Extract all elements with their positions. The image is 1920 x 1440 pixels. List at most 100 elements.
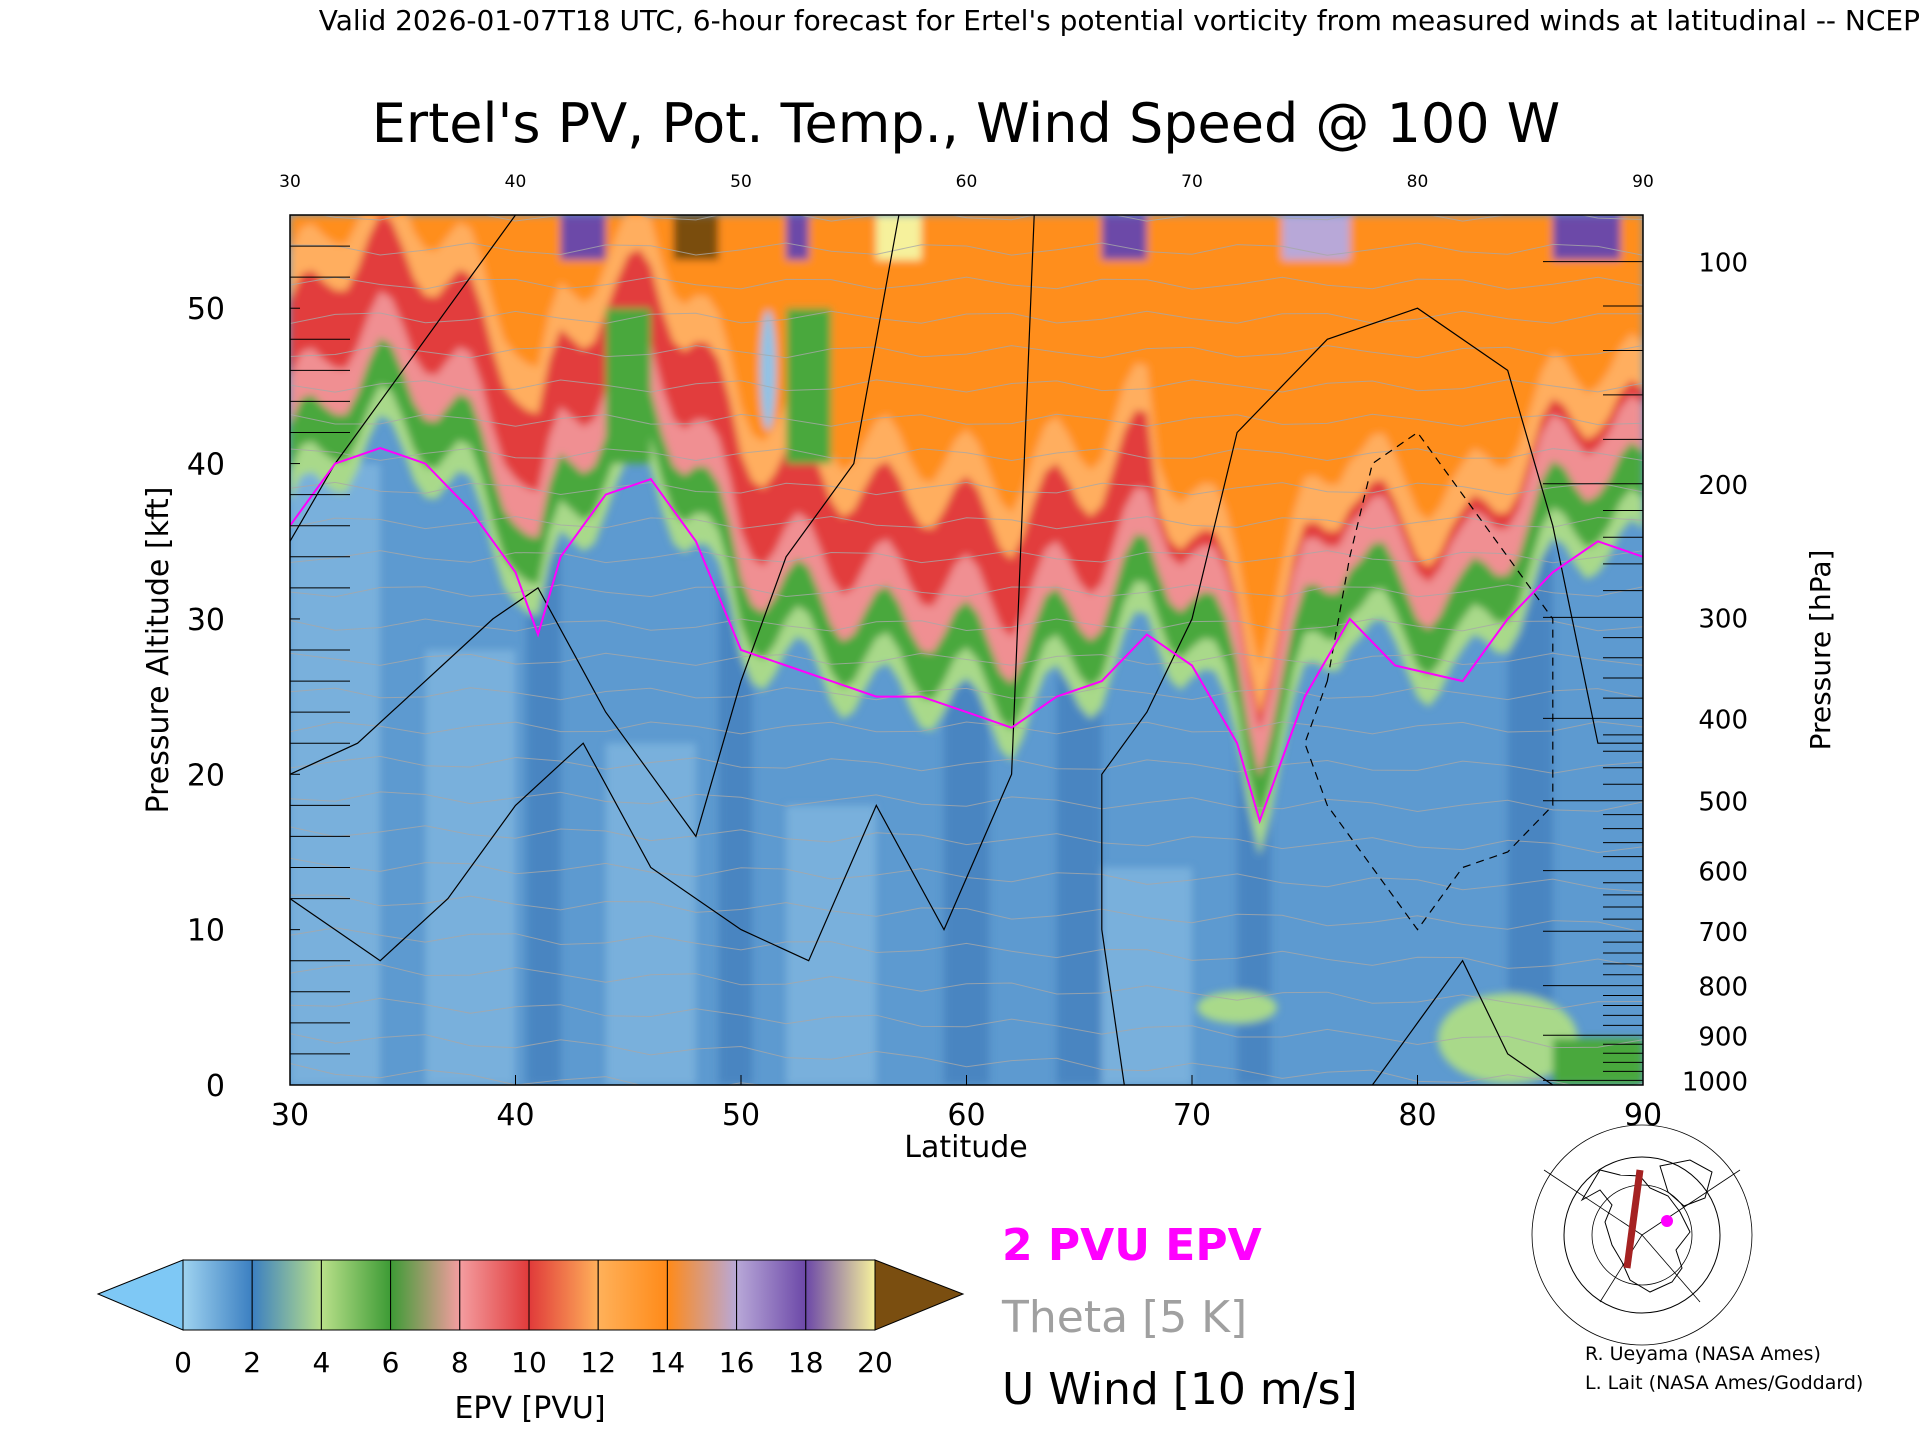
theta-isentrope bbox=[290, 721, 1643, 735]
surface-pv-patch bbox=[1197, 991, 1278, 1024]
y-tick-label: 50 bbox=[187, 292, 225, 327]
y-tick-label: 30 bbox=[187, 603, 225, 638]
pressure-tick-label: 500 bbox=[1698, 788, 1748, 818]
x-top-tick-label: 50 bbox=[730, 172, 752, 192]
colorbar-segment bbox=[251, 1259, 322, 1331]
pressure-tick-label: 200 bbox=[1698, 471, 1748, 501]
y-tick-label: 0 bbox=[206, 1069, 225, 1104]
x-tick-label: 80 bbox=[1398, 1098, 1436, 1133]
x-tick-label: 70 bbox=[1173, 1098, 1211, 1133]
x-top-tick-label: 30 bbox=[279, 172, 301, 192]
pv-low-patch bbox=[786, 805, 877, 1085]
pv-layer bbox=[290, 215, 1643, 669]
colorbar-segment bbox=[736, 1259, 807, 1331]
theta-isentrope bbox=[290, 686, 1643, 701]
colorbar-segment bbox=[182, 1259, 253, 1331]
x-tick-label: 30 bbox=[271, 1098, 309, 1133]
theta-isentrope bbox=[290, 825, 1643, 854]
colorbar-over-triangle bbox=[874, 1259, 965, 1331]
pressure-tick-label: 600 bbox=[1698, 858, 1748, 888]
theta-isentrope bbox=[290, 515, 1643, 530]
pressure-tick-label: 400 bbox=[1698, 705, 1748, 735]
colorbar-tick-label: 2 bbox=[243, 1346, 261, 1379]
colorbar-segment bbox=[459, 1259, 530, 1331]
x-top-tick-label: 40 bbox=[505, 172, 527, 192]
colorbar-tick-label: 6 bbox=[382, 1346, 400, 1379]
theta-isentrope bbox=[290, 584, 1643, 598]
pv-green-fold bbox=[786, 308, 832, 464]
colorbar-tick-label: 16 bbox=[719, 1346, 755, 1379]
theta-isentrope bbox=[290, 242, 1643, 256]
y-tick-label: 20 bbox=[187, 758, 225, 793]
pressure-tick-label: 300 bbox=[1698, 604, 1748, 634]
y-tick-label: 10 bbox=[187, 914, 225, 949]
pv-high-patch bbox=[1552, 215, 1621, 260]
x-top-tick-label: 90 bbox=[1632, 172, 1654, 192]
u-wind-contour bbox=[290, 215, 900, 838]
two-pvu-contour bbox=[290, 446, 1643, 825]
theta-isentrope bbox=[290, 927, 1643, 969]
legend-u-wind: U Wind [10 m/s] bbox=[1002, 1364, 1358, 1415]
colorbar-segment bbox=[320, 1259, 392, 1331]
colorbar-label: EPV [PVU] bbox=[454, 1391, 605, 1426]
theta-isentrope bbox=[290, 652, 1643, 666]
u-wind-contour bbox=[290, 215, 1035, 962]
colorbar-segment bbox=[390, 1259, 461, 1331]
u-wind-contour bbox=[1101, 307, 1643, 1085]
pv-low-patch bbox=[1101, 867, 1192, 1085]
y-axis-label: Pressure Altitude [kft] bbox=[141, 487, 176, 814]
theta-isentrope bbox=[290, 379, 1643, 393]
pressure-tick-label: 1000 bbox=[1682, 1067, 1748, 1097]
theta-isentrope bbox=[290, 618, 1643, 632]
pressure-tick-label: 800 bbox=[1698, 973, 1748, 1003]
pv-green-fold bbox=[605, 308, 651, 464]
pressure-tick-label: 700 bbox=[1698, 918, 1748, 948]
colorbar-under-triangle bbox=[96, 1259, 184, 1331]
theta-isentrope bbox=[319, 215, 1643, 222]
colorbar-tick-label: 14 bbox=[650, 1346, 686, 1379]
x-tick-label: 50 bbox=[722, 1098, 760, 1133]
colorbar-segment bbox=[805, 1259, 876, 1331]
colorbar-segment bbox=[528, 1259, 599, 1331]
pv-field bbox=[290, 215, 1643, 1085]
pv-low-patch bbox=[290, 463, 381, 1085]
u-wind-contour bbox=[290, 215, 516, 542]
theta-isentrope bbox=[290, 550, 1643, 564]
x-tick-label: 40 bbox=[496, 1098, 534, 1133]
pressure-tick-label: 900 bbox=[1698, 1022, 1748, 1052]
x-top-tick-label: 60 bbox=[956, 172, 978, 192]
theta-isentrope bbox=[290, 345, 1643, 359]
colorbar-tick-label: 0 bbox=[174, 1346, 192, 1379]
credit-line-2: L. Lait (NASA Ames/Goddard) bbox=[1585, 1372, 1863, 1394]
inset-locator-map bbox=[1531, 1124, 1753, 1346]
colorbar-segment bbox=[666, 1259, 738, 1331]
pressure-tick-label: 100 bbox=[1698, 249, 1748, 279]
theta-isentrope bbox=[290, 481, 1643, 496]
pv-streak bbox=[526, 541, 561, 1085]
pv-low-fold bbox=[760, 310, 777, 431]
colorbar-tick-label: 18 bbox=[788, 1346, 824, 1379]
epv-colorbar: 0 2 4 6 8 10 12 14 16 18 20 EPV [PVU] bbox=[96, 1259, 965, 1426]
x-tick-label: 60 bbox=[947, 1098, 985, 1133]
colorbar-tick-label: 4 bbox=[312, 1346, 330, 1379]
x-axis-label: Latitude bbox=[904, 1130, 1027, 1165]
chart-title: Ertel's PV, Pot. Temp., Wind Speed @ 100… bbox=[372, 92, 1560, 155]
legend-theta: Theta [5 K] bbox=[1001, 1292, 1247, 1343]
theta-isentrope bbox=[290, 276, 1643, 290]
pv-high-patch bbox=[1101, 215, 1147, 260]
y-axis-left: 0 10 20 30 40 50 bbox=[187, 245, 350, 1104]
y-axis-right-pressure: 100 200 300 400 500 600 700 800 900 1000 bbox=[1543, 249, 1748, 1097]
theta-isentrope bbox=[290, 894, 1643, 933]
theta-isentrope bbox=[290, 310, 1643, 324]
pv-high-patch bbox=[786, 215, 809, 260]
x-top-tick-label: 70 bbox=[1181, 172, 1203, 192]
x-top-tick-label: 80 bbox=[1407, 172, 1429, 192]
u-wind-contour bbox=[1371, 959, 1554, 1085]
x-axis-top: 30 40 50 60 70 80 90 bbox=[279, 172, 1654, 192]
colorbar-tick-label: 10 bbox=[511, 1346, 547, 1379]
x-tick-label: 90 bbox=[1624, 1098, 1662, 1133]
credit-line-1: R. Ueyama (NASA Ames) bbox=[1585, 1343, 1821, 1365]
colorbar-tick-label: 20 bbox=[857, 1346, 893, 1379]
theta-isentrope bbox=[290, 791, 1643, 813]
theta-isentrope bbox=[290, 963, 1643, 1010]
